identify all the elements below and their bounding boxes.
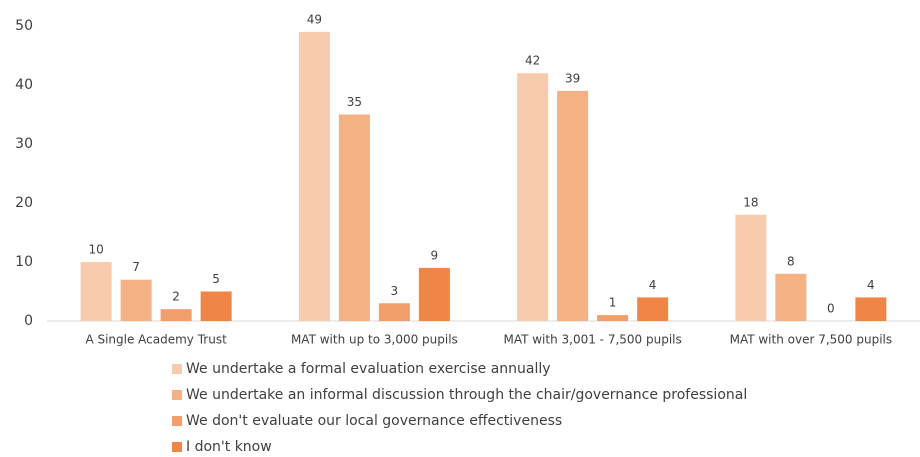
data-label: 35: [347, 95, 362, 109]
data-label: 9: [431, 248, 439, 262]
y-tick-label: 30: [15, 136, 33, 152]
y-tick-label: 0: [24, 313, 33, 329]
bar: [120, 279, 152, 321]
y-tick-label: 10: [15, 254, 33, 270]
legend-label: We undertake a formal evaluation exercis…: [186, 361, 551, 377]
bar: [557, 90, 589, 322]
legend-swatch: [172, 416, 182, 426]
bar: [775, 273, 807, 321]
data-label: 10: [88, 243, 103, 257]
y-tick-label: 40: [15, 77, 33, 93]
legend-label: I don't know: [186, 439, 272, 455]
legend-swatch: [172, 390, 182, 400]
legend-label: We undertake an informal discussion thro…: [186, 387, 747, 403]
x-tick-label: MAT with 3,001 - 7,500 pupils: [503, 333, 681, 347]
data-label: 0: [827, 302, 835, 316]
data-label: 4: [649, 278, 657, 292]
data-label: 4: [867, 278, 875, 292]
bar: [160, 309, 192, 321]
data-label: 7: [132, 260, 140, 274]
bar: [735, 214, 767, 321]
y-tick-label: 50: [15, 18, 33, 34]
x-tick-label: MAT with over 7,500 pupils: [730, 333, 893, 347]
data-label: 5: [212, 272, 220, 286]
bar: [855, 297, 887, 321]
data-label: 8: [787, 254, 795, 268]
bar: [597, 315, 629, 321]
data-label: 2: [172, 290, 180, 304]
data-label: 39: [565, 71, 580, 85]
x-tick-label: MAT with up to 3,000 pupils: [291, 333, 458, 347]
bar: [637, 297, 669, 321]
bar: [338, 114, 370, 321]
data-label: 3: [391, 284, 399, 298]
data-label: 1: [609, 296, 617, 310]
bar: [200, 291, 232, 321]
data-label: 49: [307, 12, 322, 26]
bar: [378, 303, 410, 321]
data-label: 18: [743, 195, 758, 209]
data-label: 42: [525, 54, 540, 68]
bar: [80, 262, 112, 321]
y-tick-label: 20: [15, 195, 33, 211]
legend-swatch: [172, 442, 182, 452]
bar: [298, 31, 330, 322]
legend-label: We don't evaluate our local governance e…: [186, 413, 562, 429]
legend-swatch: [172, 364, 182, 374]
bar: [517, 73, 549, 321]
x-tick-label: A Single Academy Trust: [85, 333, 227, 347]
bar: [418, 267, 450, 321]
